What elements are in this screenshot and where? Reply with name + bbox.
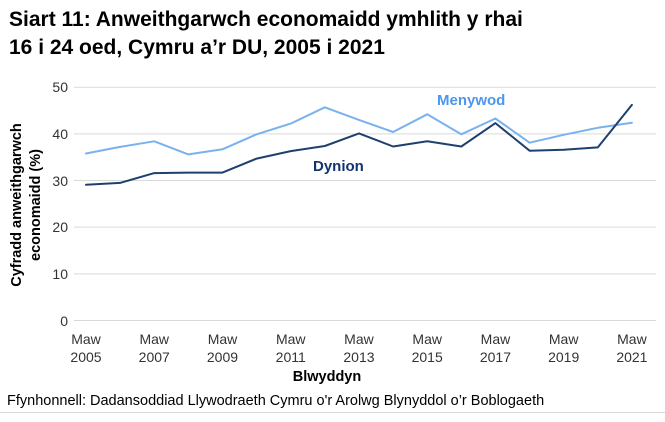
chart-title: Siart 11: Anweithgarwch economaidd ymhli… <box>9 8 523 59</box>
y-tick-label: 40 <box>52 125 68 142</box>
x-tick-label: Maw 2007 <box>138 331 170 365</box>
y-tick-label: 50 <box>52 79 68 96</box>
x-tick-label: Maw 2015 <box>411 331 443 365</box>
y-tick-label: 0 <box>60 312 68 329</box>
x-tick-label: Maw 2017 <box>479 331 512 365</box>
x-tick-label: Maw 2019 <box>548 331 580 365</box>
x-tick-label: Maw 2021 <box>616 331 648 365</box>
x-tick-label: Maw 2009 <box>206 331 239 365</box>
series-line-dynion <box>85 103 633 186</box>
x-tick-label: Maw 2013 <box>343 331 375 365</box>
series-label-dynion: Dynion <box>313 158 364 175</box>
y-tick-label: 20 <box>52 219 68 236</box>
x-tick-label: Maw 2005 <box>70 331 102 365</box>
x-tick-label: Maw 2011 <box>275 331 306 365</box>
source-note: Ffynhonnell: Dadansoddiad Llywodraeth Cy… <box>7 393 545 409</box>
y-tick-label: 10 <box>52 265 68 282</box>
bottom-divider <box>0 412 665 413</box>
y-tick-label: 30 <box>52 172 68 189</box>
series-line-menywod <box>85 106 633 156</box>
y-axis-title: Cyfradd anweithgarwch economaidd (%) <box>9 123 44 287</box>
x-axis-title: Blwyddyn <box>292 369 362 385</box>
series-label-menywod: Menywod <box>437 92 506 109</box>
